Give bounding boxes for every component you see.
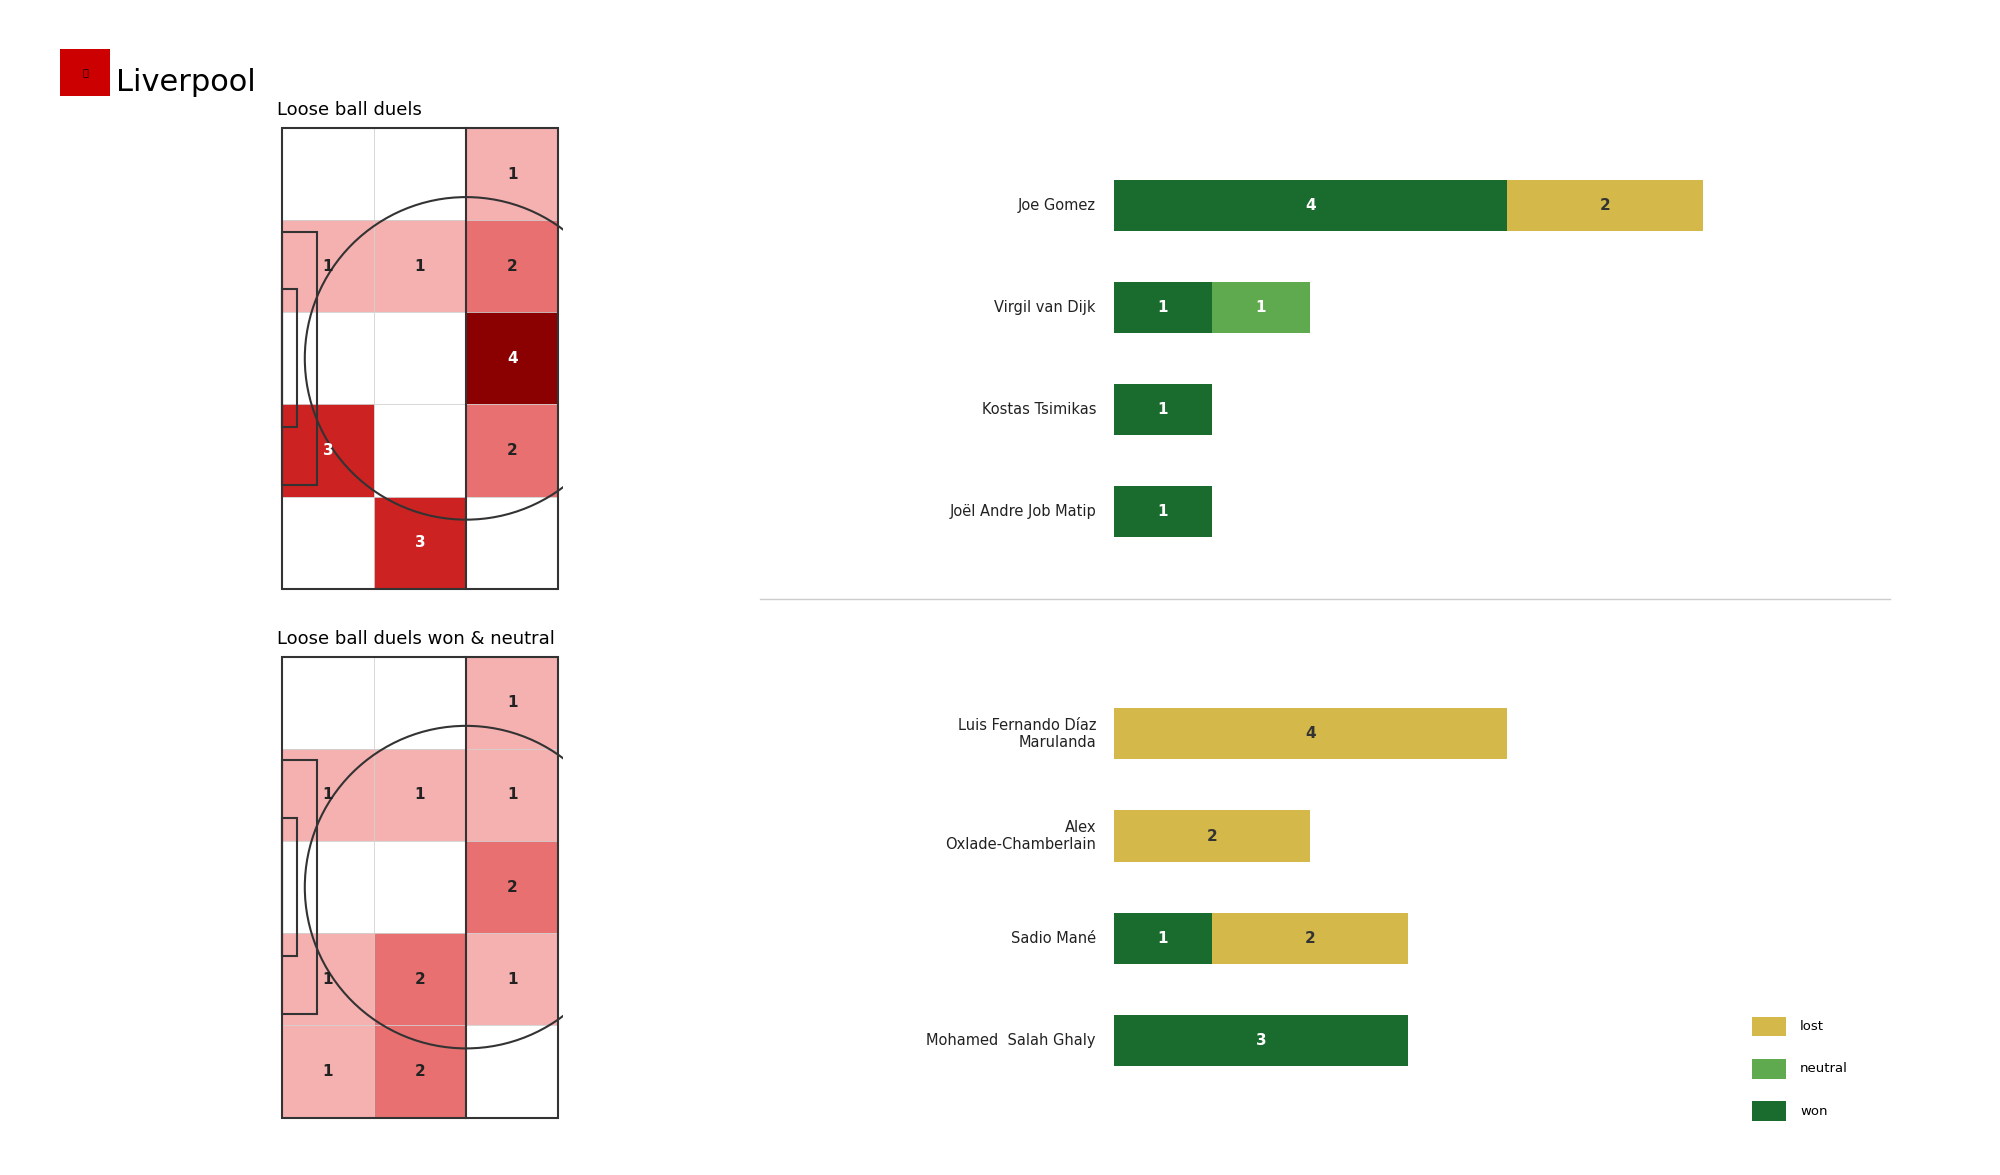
Bar <box>466 1026 558 1117</box>
Text: 2: 2 <box>506 258 518 274</box>
Text: 1: 1 <box>506 696 518 711</box>
Bar <box>374 313 466 404</box>
Bar <box>1114 180 1506 230</box>
Bar <box>374 933 466 1026</box>
Text: 2: 2 <box>414 1063 426 1079</box>
Text: Kostas Tsimikas: Kostas Tsimikas <box>982 402 1096 417</box>
Text: 1: 1 <box>1158 504 1168 519</box>
Bar <box>1114 1015 1408 1066</box>
Text: Mohamed  Salah Ghaly: Mohamed Salah Ghaly <box>926 1033 1096 1048</box>
Bar <box>282 841 374 933</box>
Bar <box>282 760 316 1014</box>
Bar <box>1114 811 1310 861</box>
Text: won: won <box>1800 1104 1828 1117</box>
Text: 2: 2 <box>506 443 518 458</box>
Bar <box>466 841 558 933</box>
Text: 2: 2 <box>506 880 518 894</box>
Text: Luis Fernando Díaz
Marulanda: Luis Fernando Díaz Marulanda <box>958 718 1096 750</box>
FancyBboxPatch shape <box>58 48 112 98</box>
Bar <box>1114 384 1212 435</box>
Bar <box>282 657 374 748</box>
Bar <box>282 404 374 497</box>
Text: 1: 1 <box>322 1063 334 1079</box>
Bar <box>374 1026 466 1117</box>
Text: 1: 1 <box>322 787 334 803</box>
Text: Liverpool: Liverpool <box>116 68 256 96</box>
Text: 3: 3 <box>414 535 426 550</box>
Bar <box>374 220 466 313</box>
Bar <box>1752 1101 1786 1121</box>
Bar <box>282 748 374 841</box>
Bar <box>374 404 466 497</box>
Bar <box>466 128 558 220</box>
Text: Joe Gomez: Joe Gomez <box>1018 197 1096 213</box>
Text: lost: lost <box>1800 1020 1824 1033</box>
Bar <box>374 657 466 748</box>
Text: 4: 4 <box>1304 726 1316 741</box>
Text: 1: 1 <box>414 787 426 803</box>
Text: Loose ball duels won & neutral: Loose ball duels won & neutral <box>278 630 556 647</box>
Bar <box>374 497 466 589</box>
Bar <box>466 220 558 313</box>
Text: 2: 2 <box>414 972 426 987</box>
Bar <box>282 220 374 313</box>
Bar <box>1114 913 1212 963</box>
Bar <box>466 404 558 497</box>
Bar <box>282 818 298 956</box>
Text: 1: 1 <box>506 167 518 182</box>
Bar <box>374 841 466 933</box>
Bar <box>466 497 558 589</box>
Text: 2: 2 <box>1304 931 1316 946</box>
Text: 1: 1 <box>1158 300 1168 315</box>
Text: Virgil van Dijk: Virgil van Dijk <box>994 300 1096 315</box>
Text: 🔴: 🔴 <box>82 67 88 76</box>
Text: 1: 1 <box>506 972 518 987</box>
Bar <box>1114 486 1212 537</box>
Bar <box>282 128 374 220</box>
Text: 1: 1 <box>1158 931 1168 946</box>
Text: 3: 3 <box>1256 1033 1266 1048</box>
Bar <box>1212 282 1310 333</box>
Text: Sadio Mané: Sadio Mané <box>1010 931 1096 946</box>
Bar <box>466 657 558 748</box>
Bar <box>282 313 374 404</box>
Bar <box>1212 913 1408 963</box>
Text: 1: 1 <box>414 258 426 274</box>
Bar <box>282 933 374 1026</box>
Text: Joël Andre Job Matip: Joël Andre Job Matip <box>950 504 1096 519</box>
Text: 1: 1 <box>1256 300 1266 315</box>
Bar <box>1752 1016 1786 1036</box>
Text: 4: 4 <box>506 351 518 365</box>
Bar <box>1752 1059 1786 1079</box>
Bar <box>282 289 298 428</box>
Text: 3: 3 <box>322 443 334 458</box>
Text: 4: 4 <box>1304 197 1316 213</box>
Bar <box>374 128 466 220</box>
Bar <box>282 497 374 589</box>
Text: 2: 2 <box>1600 197 1610 213</box>
Bar <box>1506 180 1704 230</box>
Bar <box>466 313 558 404</box>
Bar <box>282 231 316 485</box>
Bar <box>1114 709 1506 759</box>
Bar <box>466 748 558 841</box>
Text: 1: 1 <box>506 787 518 803</box>
Text: 2: 2 <box>1206 828 1218 844</box>
Bar <box>466 933 558 1026</box>
Bar <box>374 748 466 841</box>
Text: neutral: neutral <box>1800 1062 1848 1075</box>
Bar <box>1114 282 1212 333</box>
Text: 1: 1 <box>322 972 334 987</box>
Text: Loose ball duels: Loose ball duels <box>278 101 422 119</box>
Bar <box>282 1026 374 1117</box>
Text: Alex
Oxlade-Chamberlain: Alex Oxlade-Chamberlain <box>946 820 1096 852</box>
Text: 1: 1 <box>322 258 334 274</box>
Text: 1: 1 <box>1158 402 1168 417</box>
